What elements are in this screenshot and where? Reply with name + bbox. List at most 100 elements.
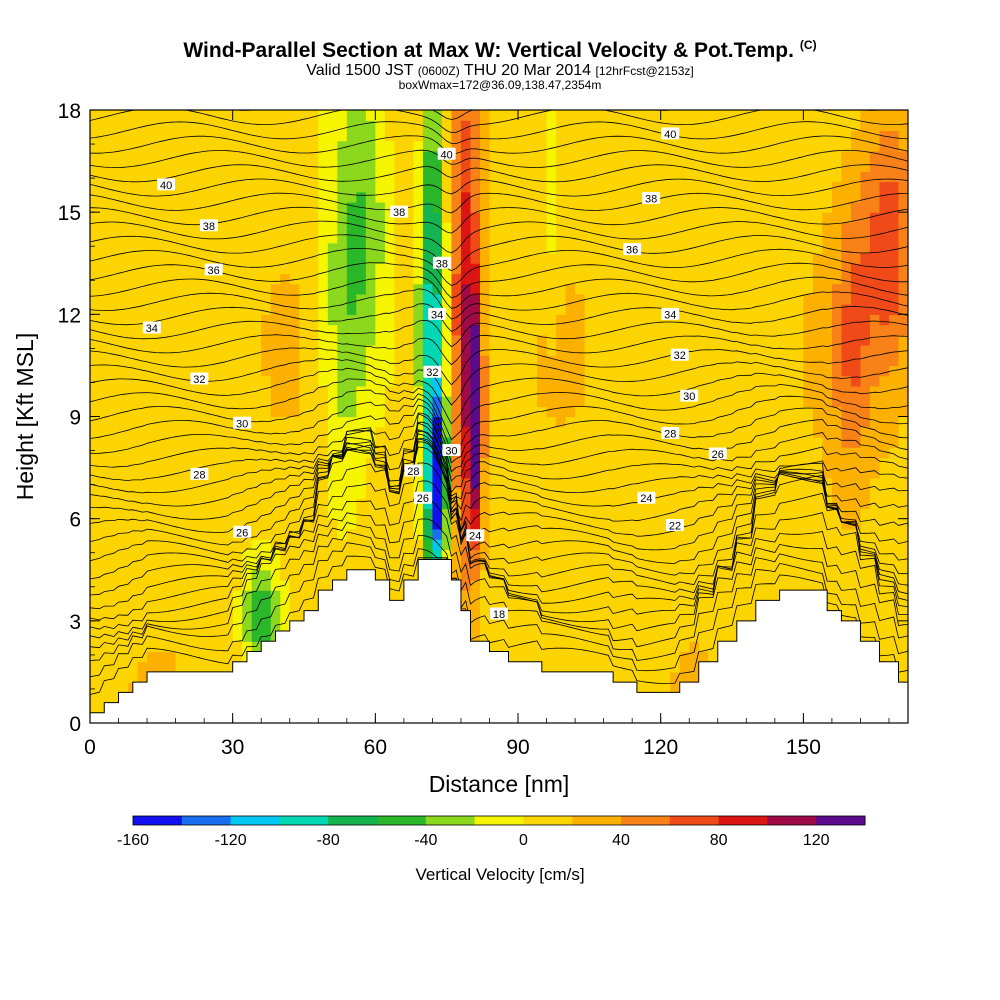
field-cell [651,355,662,367]
field-cell [394,130,405,142]
field-cell [727,406,738,418]
field-cell [346,426,357,438]
field-cell [118,212,129,223]
field-cell [537,355,548,367]
field-cell [518,140,529,152]
field-cell [432,355,443,367]
field-cell [660,344,671,356]
field-cell [537,304,548,315]
field-cell [242,222,253,234]
field-cell [556,488,567,499]
field-cell [470,242,481,254]
field-cell [869,171,881,183]
field-cell [137,191,148,203]
field-cell [622,436,633,448]
field-cell [337,201,348,213]
field-cell [280,171,291,183]
field-cell [299,365,310,377]
field-cell [575,375,586,387]
field-cell [841,600,852,612]
field-cell [318,569,329,581]
field-cell [822,365,833,377]
field-cell [518,304,529,315]
field-cell [175,396,186,407]
field-cell [451,467,462,479]
field-cell [603,365,614,377]
field-cell [147,242,158,254]
field-cell [375,130,386,142]
field-cell [708,488,719,499]
field-cell [280,344,291,356]
field-cell [308,171,319,183]
field-cell [365,365,376,377]
field-cell [280,191,291,203]
field-cell [784,253,795,264]
field-cell [156,528,167,540]
field-cell [613,477,624,489]
field-cell [812,232,823,244]
field-cell [128,314,139,326]
field-cell [717,222,728,234]
field-cell [499,344,510,356]
field-cell [774,477,785,489]
field-cell [175,324,186,336]
field-cell [679,242,690,254]
field-cell [413,334,424,346]
field-cell [223,191,234,203]
field-cell [327,171,338,183]
field-cell [489,324,500,336]
field-cell [242,508,253,520]
field-cell [641,324,652,336]
field-cell [213,304,224,315]
field-cell [613,559,624,571]
field-cell [803,232,814,244]
field-cell [689,508,700,520]
field-cell [641,273,652,285]
field-cell [156,355,167,367]
field-cell [128,539,139,550]
field-cell [99,579,110,591]
field-cell [460,416,472,428]
field-cell [280,539,291,550]
field-cell [384,201,395,213]
field-cell [622,375,633,387]
field-cell [128,375,139,387]
field-cell [831,518,843,530]
field-cell [441,426,453,438]
field-cell [337,518,348,530]
field-cell [356,191,367,203]
field-cell [147,426,158,438]
field-cell [765,385,776,397]
field-cell [489,161,500,172]
field-cell [109,222,120,234]
field-cell [898,488,908,499]
field-cell [679,253,690,264]
field-cell [774,385,785,397]
field-cell [299,222,310,234]
field-cell [774,528,785,540]
field-cell [717,293,728,305]
field-cell [537,273,548,285]
field-cell [213,631,224,642]
field-cell [242,620,253,632]
field-cell [375,457,386,469]
field-cell [213,201,224,213]
field-cell [537,253,548,264]
field-cell [109,201,120,213]
field-cell [441,171,453,183]
field-cell [280,242,291,254]
field-cell [156,477,167,489]
field-cell [689,181,700,193]
field-cell [413,528,424,540]
field-cell [898,631,908,642]
field-cell [689,334,700,346]
field-cell [556,293,567,305]
field-cell [242,447,253,458]
field-cell [299,304,310,315]
field-cell [632,631,643,642]
field-cell [698,263,709,275]
field-cell [575,222,586,234]
field-cell [746,201,757,213]
field-cell [90,191,101,203]
field-cell [90,651,101,663]
